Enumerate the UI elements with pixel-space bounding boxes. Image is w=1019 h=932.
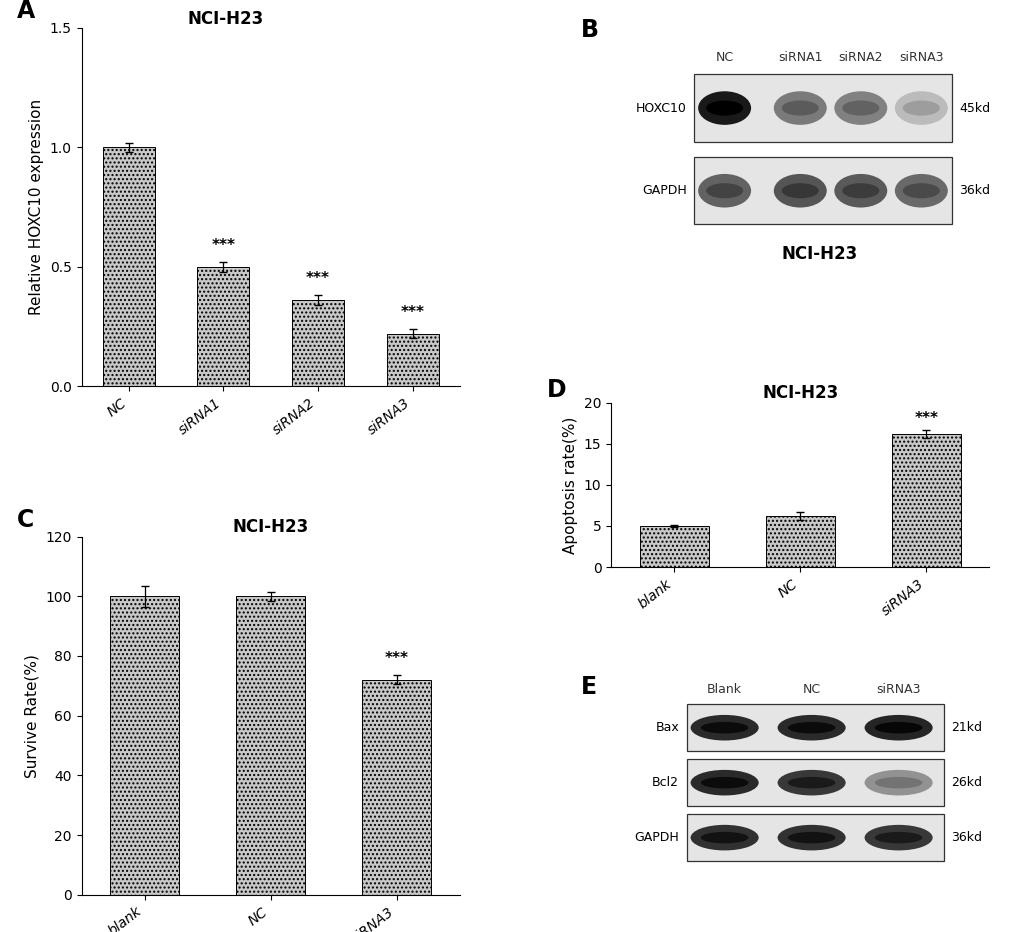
Bar: [694, 75, 951, 142]
Text: NC: NC: [802, 683, 820, 696]
Text: siRNA1: siRNA1: [777, 51, 821, 64]
Text: siRNA3: siRNA3: [898, 51, 943, 64]
Text: A: A: [17, 0, 36, 23]
Ellipse shape: [874, 832, 921, 843]
Text: NC: NC: [715, 51, 733, 64]
Text: ***: ***: [211, 238, 235, 253]
Ellipse shape: [700, 832, 748, 843]
Y-axis label: Survive Rate(%): Survive Rate(%): [24, 653, 40, 777]
Text: GAPDH: GAPDH: [634, 831, 679, 844]
Text: Bax: Bax: [655, 721, 679, 734]
Ellipse shape: [690, 715, 758, 741]
Ellipse shape: [705, 101, 743, 116]
Ellipse shape: [773, 174, 826, 208]
Ellipse shape: [781, 184, 818, 199]
Ellipse shape: [697, 174, 750, 208]
Text: siRNA2: siRNA2: [838, 51, 882, 64]
Ellipse shape: [864, 770, 931, 796]
Ellipse shape: [700, 722, 748, 733]
Bar: [110, 596, 179, 895]
Bar: [694, 158, 951, 225]
Ellipse shape: [700, 777, 748, 788]
Ellipse shape: [894, 91, 947, 125]
Text: siRNA3: siRNA3: [875, 683, 920, 696]
Ellipse shape: [834, 91, 887, 125]
Ellipse shape: [773, 91, 826, 125]
Bar: [686, 705, 944, 751]
Ellipse shape: [834, 174, 887, 208]
Bar: [891, 434, 960, 567]
Text: NCI-H23: NCI-H23: [187, 10, 264, 28]
Y-axis label: Apoptosis rate(%): Apoptosis rate(%): [562, 417, 578, 554]
Bar: [765, 516, 835, 567]
Ellipse shape: [902, 184, 938, 199]
Ellipse shape: [894, 174, 947, 208]
Ellipse shape: [776, 715, 845, 741]
Bar: [362, 679, 431, 895]
Text: Bcl2: Bcl2: [651, 776, 679, 789]
Text: GAPDH: GAPDH: [641, 185, 686, 198]
Bar: [686, 760, 944, 806]
Ellipse shape: [781, 101, 818, 116]
Bar: [686, 815, 944, 861]
Text: NCI-H23: NCI-H23: [781, 245, 857, 263]
Text: ***: ***: [913, 411, 937, 426]
Ellipse shape: [842, 101, 878, 116]
Title: NCI-H23: NCI-H23: [761, 384, 838, 403]
Text: 36kd: 36kd: [951, 831, 981, 844]
Text: ***: ***: [384, 651, 409, 666]
Title: NCI-H23: NCI-H23: [232, 518, 309, 537]
Bar: [198, 267, 250, 386]
Text: 45kd: 45kd: [958, 102, 989, 115]
Bar: [103, 147, 155, 386]
Text: 21kd: 21kd: [951, 721, 981, 734]
Text: HOXC10: HOXC10: [635, 102, 686, 115]
Ellipse shape: [902, 101, 938, 116]
Bar: [291, 300, 343, 386]
Ellipse shape: [864, 715, 931, 741]
Bar: [235, 596, 305, 895]
Text: D: D: [546, 378, 566, 402]
Ellipse shape: [864, 825, 931, 850]
Text: C: C: [17, 508, 35, 532]
Bar: [386, 334, 438, 386]
Ellipse shape: [787, 722, 835, 733]
Bar: [639, 526, 708, 567]
Ellipse shape: [874, 722, 921, 733]
Ellipse shape: [697, 91, 750, 125]
Ellipse shape: [787, 832, 835, 843]
Text: ***: ***: [306, 271, 330, 286]
Text: 26kd: 26kd: [951, 776, 981, 789]
Y-axis label: Relative HOXC10 expression: Relative HOXC10 expression: [30, 99, 44, 315]
Ellipse shape: [690, 770, 758, 796]
Ellipse shape: [690, 825, 758, 850]
Ellipse shape: [787, 777, 835, 788]
Ellipse shape: [842, 184, 878, 199]
Text: Blank: Blank: [706, 683, 742, 696]
Text: 36kd: 36kd: [958, 185, 989, 198]
Text: ***: ***: [400, 305, 424, 320]
Text: B: B: [581, 18, 598, 42]
Text: E: E: [581, 675, 596, 699]
Ellipse shape: [705, 184, 743, 199]
Ellipse shape: [776, 825, 845, 850]
Ellipse shape: [874, 777, 921, 788]
Ellipse shape: [776, 770, 845, 796]
